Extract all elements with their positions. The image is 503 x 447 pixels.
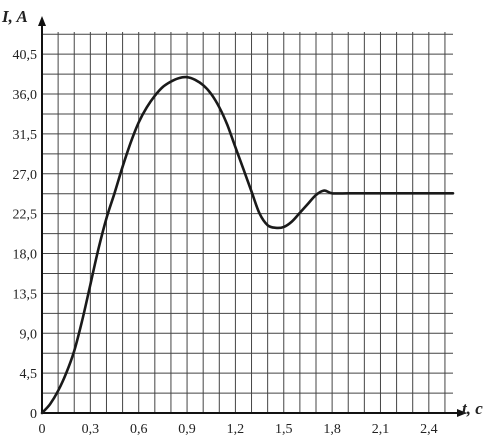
grid (42, 32, 453, 413)
x-tick-label: 0,6 (130, 422, 148, 437)
x-axis-label: t, c (462, 399, 483, 418)
y-tick-labels: 0 4,5 9,0 13,5 18,0 22,5 27,0 31,5 36,0 40,5 (13, 48, 38, 422)
y-axis-label: I, A (1, 7, 28, 26)
y-tick-label: 13,5 (13, 287, 38, 302)
y-axis-arrow (38, 16, 46, 26)
y-tick-label: 22,5 (13, 208, 38, 223)
y-tick-label: 4,5 (20, 367, 38, 382)
x-tick-label: 1,5 (275, 422, 293, 437)
axes (38, 16, 467, 417)
y-tick-label: 31,5 (13, 128, 38, 143)
y-tick-label: 0 (30, 407, 37, 422)
x-tick-label: 1,8 (323, 422, 341, 437)
y-tick-label: 9,0 (20, 327, 38, 342)
x-tick-label: 0 (39, 422, 46, 437)
x-tick-label: 1,2 (227, 422, 245, 437)
y-tick-label: 27,0 (13, 168, 38, 183)
x-axis-arrow (457, 409, 467, 417)
x-tick-label: 0,9 (178, 422, 196, 437)
series-line (40, 75, 455, 415)
y-tick-label: 36,0 (13, 88, 38, 103)
x-tick-label: 2,1 (372, 422, 390, 437)
y-tick-label: 40,5 (13, 48, 38, 63)
x-tick-label: 0,3 (82, 422, 100, 437)
x-tick-labels: 0 0,3 0,6 0,9 1,2 1,5 1,8 2,1 2,4 (39, 422, 438, 437)
x-tick-label: 2,4 (420, 422, 438, 437)
y-tick-label: 18,0 (13, 248, 38, 263)
